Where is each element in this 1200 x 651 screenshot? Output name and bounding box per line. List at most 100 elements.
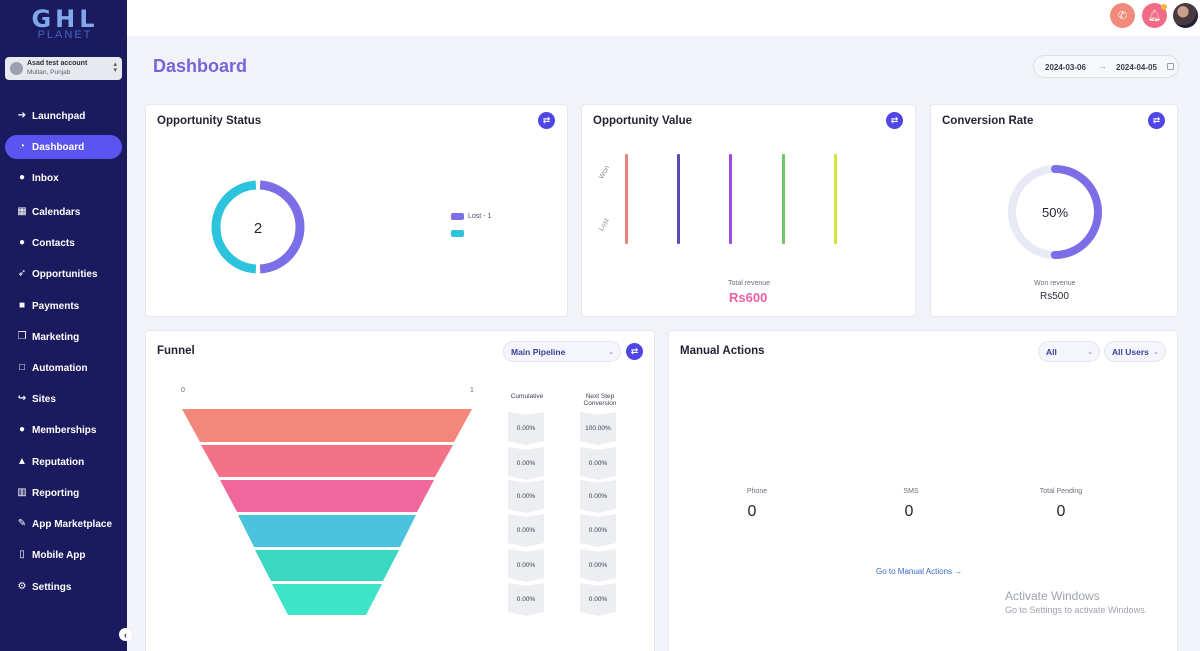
swap-chart-button[interactable]: ⇄ — [538, 112, 555, 129]
sidebar-item-contacts[interactable]: ● Contacts — [5, 231, 122, 255]
calendar-icon: ▦ — [17, 206, 27, 217]
brand-logo[interactable]: GHL PLANET — [28, 6, 102, 44]
sidebar-item-app-marketplace[interactable]: ✎ App Marketplace — [5, 512, 122, 536]
avatar[interactable] — [1173, 3, 1198, 28]
arrow-circle-icon: ➔ — [17, 110, 27, 121]
swap-chart-button[interactable]: ⇄ — [626, 343, 643, 360]
sidebar-item-label: Inbox — [32, 172, 59, 184]
sidebar-item-reputation[interactable]: ▲ Reputation — [5, 450, 122, 474]
pipeline-select-value: Main Pipeline — [511, 346, 566, 357]
sidebar-item-label: Automation — [32, 362, 88, 374]
collapse-sidebar-button[interactable]: ‹ — [119, 628, 132, 641]
sidebar-item-mobile-app[interactable]: ▯ Mobile App — [5, 543, 122, 567]
card-title: Conversion Rate — [942, 115, 1034, 127]
legend-item-lost[interactable]: Lost - 1 — [451, 213, 491, 220]
sms-stat-label: SMS — [903, 488, 919, 495]
notifications-button[interactable]: 🔔︎ — [1142, 3, 1167, 28]
sidebar-item-label: Opportunities — [32, 268, 98, 280]
sidebar-item-calendars[interactable]: ▦ Calendars — [5, 200, 122, 224]
users-select[interactable]: All Users ⌄ — [1104, 341, 1166, 362]
chat-icon: ● — [18, 172, 26, 183]
phone-icon: ✆ — [1117, 10, 1128, 22]
funnel-stage-3[interactable] — [220, 480, 434, 512]
users-select-value: All Users — [1112, 346, 1149, 357]
logo-sub-text: PLANET — [37, 29, 93, 41]
pipeline-select[interactable]: Main Pipeline ⌄ — [503, 341, 621, 362]
sidebar-item-dashboard[interactable]: ◔ Dashboard — [5, 135, 122, 159]
next-step-cell: 0.00% — [580, 583, 616, 616]
phone-button[interactable]: ✆ — [1110, 3, 1135, 28]
cumulative-cell: 0.00% — [508, 514, 544, 547]
arrow-right-icon: → — [1098, 61, 1107, 71]
sidebar-item-opportunities[interactable]: ➶ Opportunities — [5, 262, 122, 286]
sidebar-item-automation[interactable]: □ Automation — [5, 356, 122, 380]
sidebar-item-label: Memberships — [32, 424, 97, 436]
sidebar-item-label: Contacts — [32, 237, 75, 249]
value-bar-4 — [782, 154, 785, 244]
date-range-picker[interactable]: 2024-03-06 → 2024-04-05 — [1033, 55, 1179, 78]
cumulative-cell: 0.00% — [508, 583, 544, 616]
sidebar-item-memberships[interactable]: ● Memberships — [5, 418, 122, 442]
donut-slice-2[interactable] — [211, 180, 257, 274]
donut-slice-1[interactable] — [259, 180, 305, 274]
sidebar-item-launchpad[interactable]: ➔ Launchpad — [5, 104, 122, 128]
legend-item-open[interactable] — [451, 230, 468, 237]
page-title: Dashboard — [153, 56, 248, 76]
activate-windows-subtitle: Go to Settings to activate Windows. — [1005, 605, 1148, 615]
sidebar-item-label: Settings — [32, 581, 72, 593]
swap-chart-button[interactable]: ⇄ — [1148, 112, 1165, 129]
sidebar-item-label: Marketing — [32, 331, 80, 343]
sidebar-item-marketing[interactable]: ❐ Marketing — [5, 325, 122, 349]
funnel-stage-2[interactable] — [201, 445, 453, 477]
legend-swatch — [451, 213, 464, 220]
square-icon: □ — [18, 362, 26, 373]
conversion-gauge: 50% — [1008, 165, 1102, 259]
opportunity-value-card: Opportunity Value ⇄ Won Lost Total reven… — [581, 104, 916, 317]
sidebar-item-settings[interactable]: ⚙ Settings — [5, 575, 122, 599]
group-icon: ● — [18, 424, 26, 435]
sidebar-item-label: Reporting — [32, 487, 80, 499]
total-revenue-value: Rs600 — [729, 290, 768, 305]
swap-icon: ⇄ — [542, 115, 551, 125]
top-bar: ✆ 🔔︎ — [127, 0, 1200, 36]
account-location: Multan, Punjab — [27, 69, 71, 76]
account-switcher[interactable]: Asad test account Multan, Punjab ▴ ▾ — [5, 57, 122, 80]
rocket-icon: ➶ — [17, 268, 27, 279]
sidebar-item-sites[interactable]: ↪ Sites — [5, 387, 122, 411]
funnel-stage-4[interactable] — [238, 515, 416, 547]
gauge-icon: ◔ — [18, 141, 26, 152]
swap-chart-button[interactable]: ⇄ — [886, 112, 903, 129]
swap-icon: ⇄ — [890, 115, 899, 125]
card-icon: ■ — [18, 300, 26, 311]
sidebar-item-payments[interactable]: ■ Payments — [5, 294, 122, 318]
funnel-scale-min: 0 — [181, 387, 185, 394]
date-start: 2024-03-06 — [1045, 63, 1086, 72]
donut-total: 2 — [254, 220, 262, 237]
funnel-stage-6[interactable] — [272, 584, 382, 615]
phone-stat-label: Phone — [746, 488, 768, 495]
building-icon — [10, 62, 23, 75]
sidebar-item-label: Dashboard — [32, 141, 85, 153]
total-pending-label: Total Pending — [1039, 488, 1083, 495]
go-to-manual-actions-link[interactable]: Go to Manual Actions → — [876, 567, 963, 576]
swap-icon: ⇄ — [630, 346, 639, 356]
sidebar-item-label: Calendars — [32, 206, 81, 218]
sidebar-item-inbox[interactable]: ● Inbox — [5, 166, 122, 190]
chart-icon: ▥ — [17, 487, 27, 498]
next-step-header-line2: Conversion — [583, 400, 617, 407]
value-bar-5 — [834, 154, 837, 244]
sms-stat-value: 0 — [904, 503, 914, 520]
funnel-stage-1[interactable] — [182, 409, 472, 442]
sidebar-item-reporting[interactable]: ▥ Reporting — [5, 481, 122, 505]
axis-label-won: Won — [598, 164, 612, 181]
date-end: 2024-04-05 — [1116, 63, 1157, 72]
card-title: Funnel — [157, 345, 195, 357]
funnel-stage-5[interactable] — [255, 550, 399, 581]
value-bar-2 — [677, 154, 680, 244]
cumulative-cell: 0.00% — [508, 412, 544, 445]
value-bar-3 — [729, 154, 732, 244]
total-revenue-label: Total revenue — [728, 280, 771, 287]
sidebar-item-label: Mobile App — [32, 549, 86, 561]
action-type-select[interactable]: All ⌄ — [1038, 341, 1100, 362]
phone-icon: ▯ — [19, 549, 25, 560]
